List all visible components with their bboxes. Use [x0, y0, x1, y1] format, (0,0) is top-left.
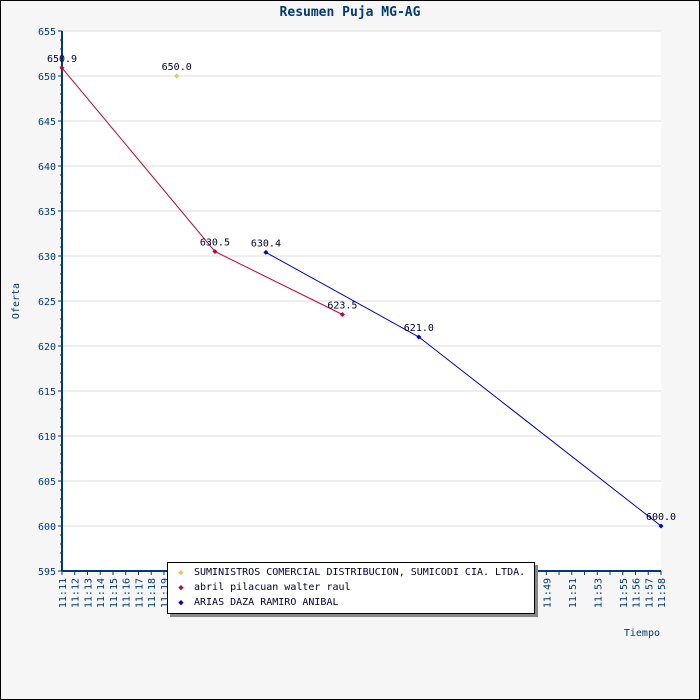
chart-legend: ◆ SUMINISTROS COMERCIAL DISTRIBUCION, SUM…: [167, 562, 535, 614]
x-tick-label: 11:19: [160, 578, 171, 608]
data-label: 650.9: [47, 54, 77, 65]
data-point-marker: [174, 73, 180, 79]
y-tick-label: 615: [38, 387, 56, 398]
x-tick-label: 11:17: [134, 578, 145, 608]
data-point-marker: [263, 249, 269, 255]
data-label: 630.4: [251, 238, 281, 249]
data-point-marker: [416, 334, 422, 340]
y-tick-label: 645: [38, 117, 56, 128]
legend-item: ◆ ARIAS DAZA RAMIRO ANIBAL: [174, 596, 339, 610]
data-point-marker: [212, 249, 218, 254]
x-tick-label: 11:58: [657, 578, 668, 608]
y-tick-label: 600: [38, 522, 56, 533]
y-tick-label: 650: [38, 72, 56, 83]
x-tick-label: 11:14: [96, 578, 107, 608]
data-label: 650.0: [162, 62, 192, 73]
y-tick-label: 605: [38, 477, 56, 488]
legend-marker-icon: ◆: [178, 598, 184, 608]
data-point-marker: [339, 312, 345, 317]
y-tick-label: 630: [38, 252, 56, 263]
x-tick-label: 11:53: [593, 578, 604, 608]
y-tick-label: 640: [38, 162, 56, 173]
legend-marker-icon: ◆: [178, 583, 184, 593]
y-tick-label: 635: [38, 207, 56, 218]
y-tick-label: 655: [38, 27, 56, 38]
chart-title: Resumen Puja MG-AG: [279, 5, 421, 20]
y-tick-label: 620: [38, 342, 56, 353]
x-tick-label: 11:11: [58, 578, 69, 608]
x-tick-label: 11:55: [619, 578, 630, 608]
x-tick-label: 11:16: [122, 578, 133, 608]
legend-item: ◆ SUMINISTROS COMERCIAL DISTRIBUCION, SUM…: [174, 566, 525, 580]
data-point-marker: [658, 523, 664, 529]
x-tick-label: 11:57: [644, 578, 655, 608]
data-label: 630.5: [200, 238, 230, 249]
legend-label: SUMINISTROS COMERCIAL DISTRIBUCION, SUMI…: [194, 567, 526, 578]
y-tick-label: 625: [38, 297, 56, 308]
y-tick-label: 610: [38, 432, 56, 443]
legend-label: ARIAS DAZA RAMIRO ANIBAL: [194, 597, 339, 608]
x-axis-label: Tiempo: [624, 628, 660, 639]
data-point-marker: [59, 65, 65, 71]
x-tick-label: 11:12: [71, 578, 82, 608]
legend-marker-icon: ◆: [178, 568, 184, 578]
data-label: 600.0: [646, 512, 676, 523]
x-tick-label: 11:56: [632, 578, 643, 608]
x-tick-label: 11:51: [568, 578, 579, 608]
legend-label: abril pilacuan walter raul: [194, 582, 351, 593]
x-tick-label: 11:18: [147, 578, 158, 608]
legend-item: ◆ abril pilacuan walter raul: [174, 581, 351, 595]
y-tick-label: 595: [38, 567, 56, 578]
data-label: 621.0: [404, 323, 434, 334]
x-tick-label: 11:15: [109, 578, 120, 608]
data-label: 623.5: [327, 301, 357, 312]
x-tick-label: 11:49: [542, 578, 553, 608]
y-axis-label: Oferta: [11, 283, 22, 319]
x-tick-label: 11:13: [83, 578, 94, 608]
